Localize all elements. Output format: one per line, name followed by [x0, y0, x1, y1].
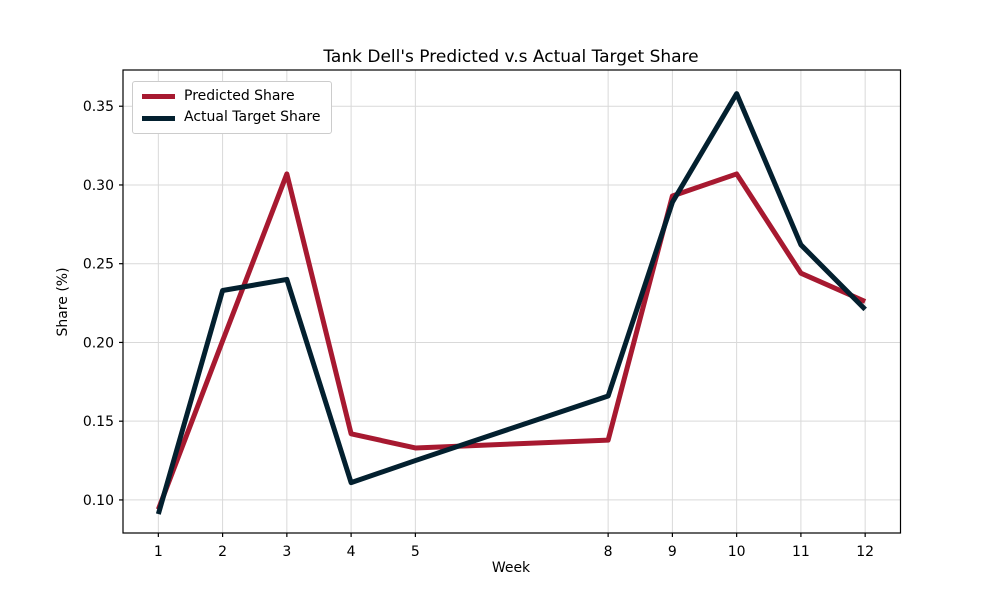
y-tick-label: 0.20 [83, 335, 114, 351]
y-tick-label: 0.15 [83, 414, 114, 430]
legend-item-actual: Actual Target Share [142, 109, 321, 126]
series-line-predicted [156, 171, 867, 511]
x-tick-label: 1 [154, 544, 163, 560]
x-tick-label: 11 [792, 544, 810, 560]
x-tick-label: 2 [218, 544, 227, 560]
y-tick-label: 0.30 [83, 178, 114, 194]
y-tick-label: 0.25 [83, 257, 114, 273]
legend-item-predicted: Predicted Share [142, 88, 320, 104]
plot-spines [122, 69, 902, 534]
x-tick-label: 4 [347, 544, 356, 560]
y-axis-label: Share (%) [55, 267, 71, 336]
gridlines [123, 70, 901, 533]
legend: Predicted Share Actual Target Share [132, 81, 333, 134]
x-tick-label: 9 [668, 544, 677, 560]
legend-label-predicted: Predicted Share [184, 88, 295, 104]
x-tick-label: 10 [728, 544, 746, 560]
x-tick-label: 8 [604, 544, 613, 560]
y-tick-label: 0.10 [83, 493, 114, 509]
tick-labels: 1 2 3 4 5 8 9 10 11 120.100.150.200.250.300.35 [83, 99, 874, 560]
x-tick-label: 3 [282, 544, 291, 560]
x-tick-label: 5 [411, 544, 420, 560]
x-tick-label: 12 [856, 544, 874, 560]
predicted-line-swatch [142, 94, 175, 100]
y-tick-label: 0.35 [83, 99, 114, 115]
x-axis-label: Week [492, 560, 531, 576]
legend-label-actual: Actual Target Share [184, 109, 321, 126]
data-series [155, 91, 867, 515]
axes [119, 69, 902, 537]
actual-line-swatch [142, 115, 175, 121]
series-line-actual [155, 91, 867, 515]
chart-title: Tank Dell's Predicted v.s Actual Target … [322, 47, 698, 67]
